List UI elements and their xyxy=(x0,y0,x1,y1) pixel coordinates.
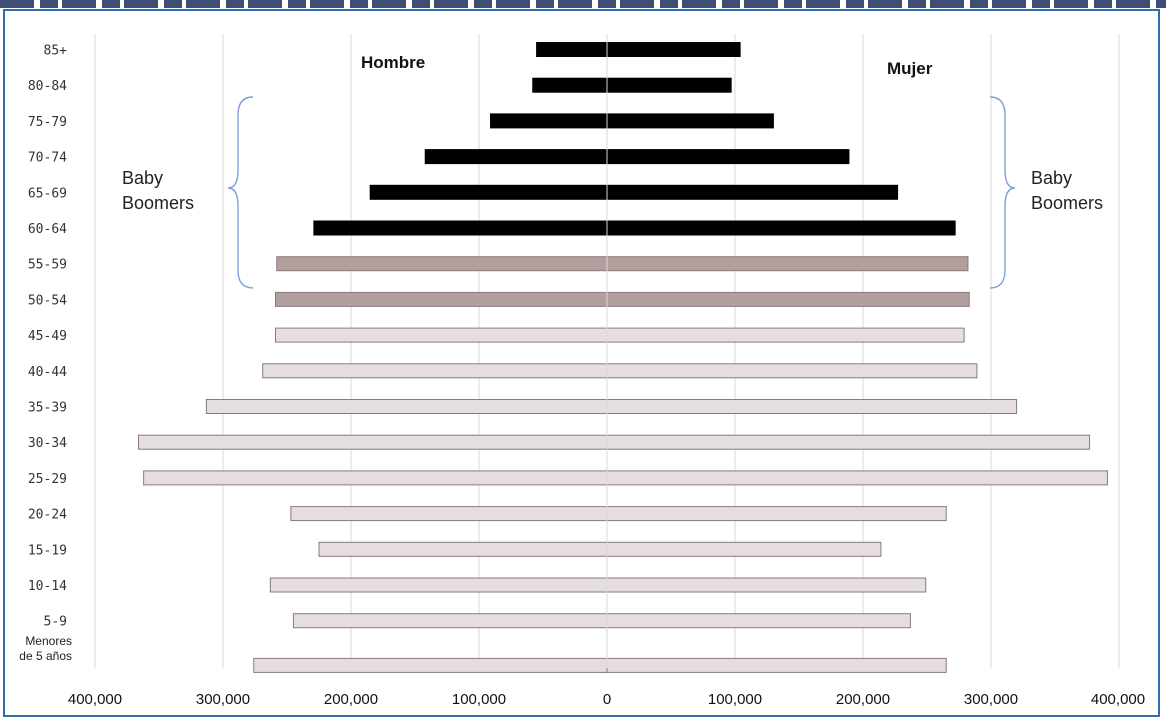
x-tick-labels: 400,000 300,000 200,000 100,000 0 100,000 200,… xyxy=(68,691,1145,708)
bar-hombre-30-34 xyxy=(138,434,608,450)
category-label-11: 30-34 xyxy=(28,436,67,451)
x-tick-label-0: 400,000 xyxy=(68,691,122,708)
bar-mujer-20-24 xyxy=(606,506,947,522)
bar-hombre-85+ xyxy=(536,42,608,57)
bar-hombre-60-64 xyxy=(313,220,608,236)
bar-mujer-30-34 xyxy=(606,434,1091,450)
bar-hombre-20-24 xyxy=(290,506,608,522)
top-strip xyxy=(0,0,1166,8)
x-tick-label-5: 100,000 xyxy=(708,691,762,708)
bar-mujer-65-69 xyxy=(606,184,899,200)
bar-hombre-15-19 xyxy=(318,541,608,557)
bar-mujer-70-74 xyxy=(606,149,850,165)
category-label-menores: Menores de 5 años xyxy=(19,634,72,663)
category-label-13: 20-24 xyxy=(28,508,67,523)
x-tick-label-1: 300,000 xyxy=(196,691,250,708)
category-label-6: 55-59 xyxy=(28,258,67,273)
bar-mujer-75-79 xyxy=(606,113,774,129)
annotation-right-line1: Baby xyxy=(1031,168,1072,188)
category-label-7: 50-54 xyxy=(28,293,67,308)
left-brace xyxy=(227,96,254,289)
bar-mujer-menores-de-5-a-os xyxy=(606,657,947,673)
gridlines xyxy=(94,34,1120,668)
bar-mujer-35-39 xyxy=(606,399,1018,414)
category-label-15: 10-14 xyxy=(28,579,67,594)
bar-mujer-60-64 xyxy=(606,220,956,236)
annotations: Baby Boomers Baby Boomers xyxy=(122,96,1103,289)
bar-mujer-15-19 xyxy=(606,541,882,557)
bar-hombre-80-84 xyxy=(532,77,608,93)
bar-hombre-75-79 xyxy=(490,113,608,129)
bars xyxy=(138,34,1108,673)
category-label-1: 80-84 xyxy=(28,79,67,94)
bar-hombre-50-54 xyxy=(274,291,608,307)
bar-mujer-40-44 xyxy=(606,363,978,379)
bar-mujer-5-9 xyxy=(606,613,911,629)
bar-mujer-55-59 xyxy=(606,256,969,272)
category-label-2: 75-79 xyxy=(28,115,67,130)
category-label-4: 65-69 xyxy=(28,186,67,201)
x-tick-label-2: 200,000 xyxy=(324,691,378,708)
category-label-9: 40-44 xyxy=(28,365,67,380)
category-label-12: 25-29 xyxy=(28,472,67,487)
x-tick-label-3: 100,000 xyxy=(452,691,506,708)
category-labels: 85+ 80-84 75-79 70-74 65-69 60-64 55-59 50-54 45… xyxy=(19,44,72,664)
category-label-5: 60-64 xyxy=(28,222,67,237)
bar-hombre-70-74 xyxy=(424,149,608,165)
bar-hombre-40-44 xyxy=(262,363,608,379)
category-label-3: 70-74 xyxy=(28,151,67,166)
x-tick-label-7: 300,000 xyxy=(964,691,1018,708)
bar-mujer-45-49 xyxy=(606,327,965,343)
category-label-16: 5-9 xyxy=(44,615,67,630)
bar-mujer-25-29 xyxy=(606,470,1108,486)
x-tick-label-4: 0 xyxy=(603,691,611,708)
bar-hombre-menores-de-5-a-os xyxy=(253,657,608,673)
category-label-14: 15-19 xyxy=(28,543,67,558)
annotation-right-line2: Boomers xyxy=(1031,193,1103,213)
series-label-mujer: Mujer xyxy=(887,59,933,78)
annotation-left-line1: Baby xyxy=(122,168,163,188)
annotation-left-line2: Boomers xyxy=(122,193,194,213)
x-tick-label-6: 200,000 xyxy=(836,691,890,708)
bar-mujer-85+ xyxy=(606,42,741,57)
category-label-8: 45-49 xyxy=(28,329,67,344)
series-label-hombre: Hombre xyxy=(361,53,425,72)
bar-hombre-35-39 xyxy=(205,399,608,414)
right-brace xyxy=(989,96,1016,289)
series-labels: Hombre Mujer xyxy=(361,53,933,78)
bar-hombre-5-9 xyxy=(292,613,608,629)
bar-hombre-45-49 xyxy=(274,327,608,343)
bar-hombre-65-69 xyxy=(369,184,608,200)
category-label-0: 85+ xyxy=(44,44,68,59)
x-tick-label-8: 400,000 xyxy=(1091,691,1145,708)
bar-hombre-10-14 xyxy=(269,577,608,593)
bar-mujer-80-84 xyxy=(606,77,732,93)
bar-mujer-50-54 xyxy=(606,291,970,307)
bar-hombre-25-29 xyxy=(143,470,608,486)
bar-mujer-10-14 xyxy=(606,577,927,593)
category-label-10: 35-39 xyxy=(28,401,67,416)
bar-hombre-55-59 xyxy=(276,256,608,272)
